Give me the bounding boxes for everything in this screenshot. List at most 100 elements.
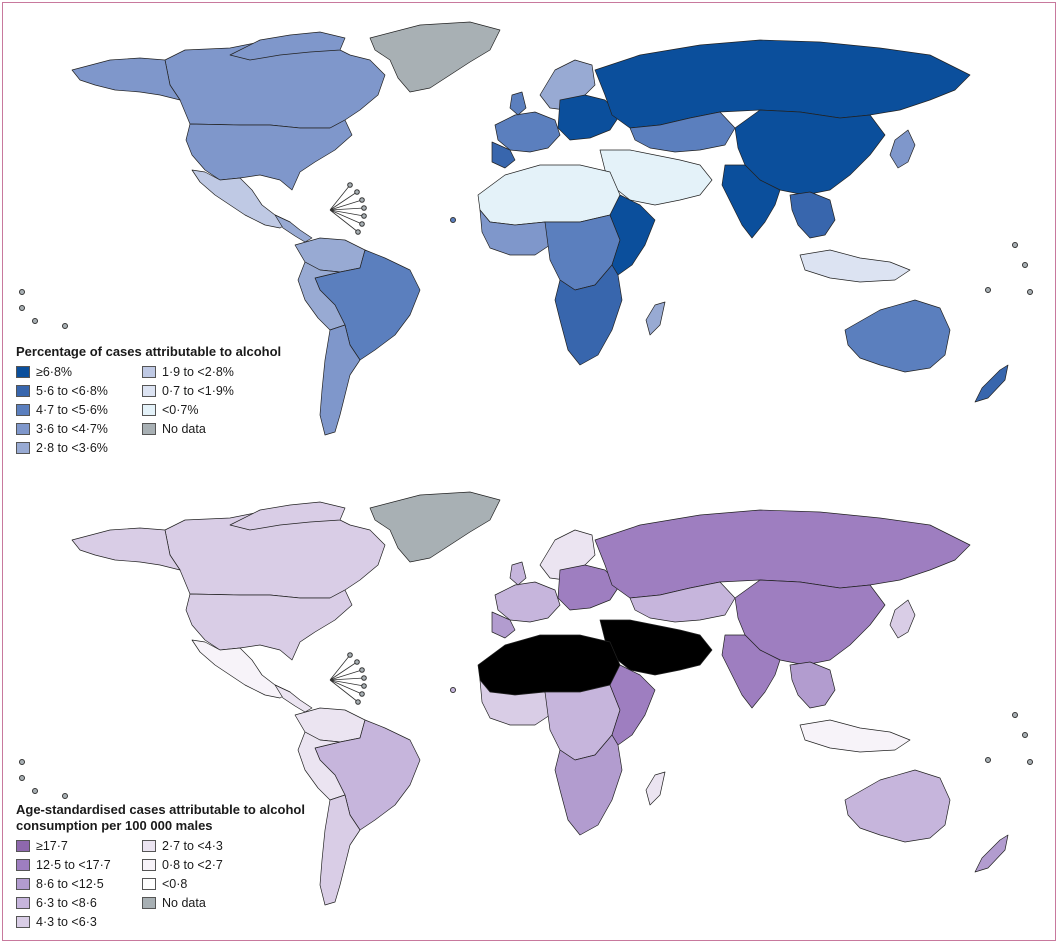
island-marker — [19, 775, 25, 781]
island-marker — [19, 289, 25, 295]
legend-item: 6·3 to <8·6 — [16, 894, 142, 911]
legend-item: ≥17·7 — [16, 837, 142, 854]
region-usa — [185, 119, 353, 191]
region-australia — [844, 299, 951, 373]
leader-lines — [329, 654, 365, 703]
region-eastern-europe — [557, 94, 621, 141]
legend-label: 8·6 to <12·5 — [36, 876, 104, 891]
region-greenland — [369, 491, 501, 563]
region-southeast-asia — [789, 191, 836, 239]
region-japan — [889, 129, 916, 169]
legend-item: ≥6·8% — [16, 363, 142, 380]
island-marker — [355, 699, 361, 705]
legend-item: 12·5 to <17·7 — [16, 856, 142, 873]
region-west-africa — [479, 679, 551, 726]
legend-label: 12·5 to <17·7 — [36, 857, 111, 872]
legend-swatch — [142, 365, 156, 378]
island-marker — [1012, 712, 1018, 718]
legend-label: 0·8 to <2·7 — [162, 857, 223, 872]
legend-label: 2·7 to <4·3 — [162, 838, 223, 853]
legend-label: <0·7% — [162, 402, 199, 417]
region-argentina-chile — [319, 324, 361, 436]
legend-swatch — [142, 858, 156, 871]
region-greenland — [369, 21, 501, 93]
island-marker — [347, 182, 353, 188]
legend-item: No data — [142, 894, 272, 911]
region-western-europe — [494, 111, 561, 153]
region-indonesia — [799, 719, 911, 753]
legend-label: 3·6 to <4·7% — [36, 421, 108, 436]
island-marker — [359, 691, 365, 697]
island-marker — [361, 213, 367, 219]
island-marker — [62, 793, 68, 799]
region-arctic-islands — [229, 501, 346, 531]
region-southern-africa — [554, 264, 623, 366]
legend-swatch — [16, 365, 30, 378]
island-marker — [32, 318, 38, 324]
region-indonesia — [799, 249, 911, 283]
island-marker — [355, 229, 361, 235]
legend-swatch — [16, 896, 30, 909]
legend-label: 0·7 to <1·9% — [162, 383, 234, 398]
legend-item: <0·7% — [142, 401, 272, 418]
legend-items: ≥6·8% 5·6 to <6·8% 4·7 to <5·6% 3·6 to <4·7… — [16, 363, 281, 456]
legend-item: 2·8 to <3·6% — [16, 439, 142, 456]
legend-item: 3·6 to <4·7% — [16, 420, 142, 437]
leader-lines — [329, 184, 365, 233]
legend-label: 5·6 to <6·8% — [36, 383, 108, 398]
island-marker — [359, 667, 365, 673]
legend-item: 1·9 to <2·8% — [142, 363, 272, 380]
region-central-america — [274, 214, 313, 243]
legend-item: 4·7 to <5·6% — [16, 401, 142, 418]
legend-item: <0·8 — [142, 875, 272, 892]
legend-title-line1: Age-standardised cases attributable to a… — [16, 802, 305, 817]
legend-item: 0·7 to <1·9% — [142, 382, 272, 399]
island-marker — [19, 305, 25, 311]
island-marker — [1027, 289, 1033, 295]
legend-item: 5·6 to <6·8% — [16, 382, 142, 399]
legend-swatch — [16, 422, 30, 435]
island-marker — [361, 205, 367, 211]
legend-swatch — [16, 839, 30, 852]
legend-swatch — [16, 403, 30, 416]
region-north-africa — [477, 164, 621, 226]
legend-label: 6·3 to <8·6 — [36, 895, 97, 910]
legend-swatch — [142, 896, 156, 909]
legend-item: No data — [142, 420, 272, 437]
island-marker — [361, 683, 367, 689]
island-marker — [347, 652, 353, 658]
island-marker — [1022, 262, 1028, 268]
region-usa — [185, 589, 353, 661]
region-madagascar — [645, 301, 666, 336]
island-marker — [359, 197, 365, 203]
legend-label: ≥17·7 — [36, 838, 68, 853]
region-australia — [844, 769, 951, 843]
region-east-africa — [609, 664, 656, 746]
island-marker — [985, 287, 991, 293]
legend-item: 0·8 to <2·7 — [142, 856, 272, 873]
region-peru-bolivia — [297, 731, 346, 801]
island-marker — [32, 788, 38, 794]
legend-title: Percentage of cases attributable to alco… — [16, 344, 282, 359]
legend-label: No data — [162, 895, 206, 910]
legend-swatch — [16, 858, 30, 871]
legend-swatch — [16, 915, 30, 928]
legend-title: Age-standardised cases attributable to a… — [16, 802, 305, 834]
region-japan — [889, 599, 916, 639]
legend-swatch — [16, 877, 30, 890]
island-marker — [1012, 242, 1018, 248]
region-alaska — [71, 527, 181, 571]
legend-swatch — [16, 384, 30, 397]
region-central-asia — [629, 111, 736, 153]
legend-swatch — [142, 384, 156, 397]
legend-title-line2: consumption per 100 000 males — [16, 818, 213, 833]
legend-swatch — [142, 403, 156, 416]
island-marker — [359, 221, 365, 227]
legend-item: 2·7 to <4·3 — [142, 837, 272, 854]
region-iberia — [491, 611, 516, 639]
legend-item: 4·3 to <6·3 — [16, 913, 142, 930]
region-alaska — [71, 57, 181, 101]
region-india — [721, 634, 781, 709]
region-new-zealand — [974, 834, 1009, 873]
